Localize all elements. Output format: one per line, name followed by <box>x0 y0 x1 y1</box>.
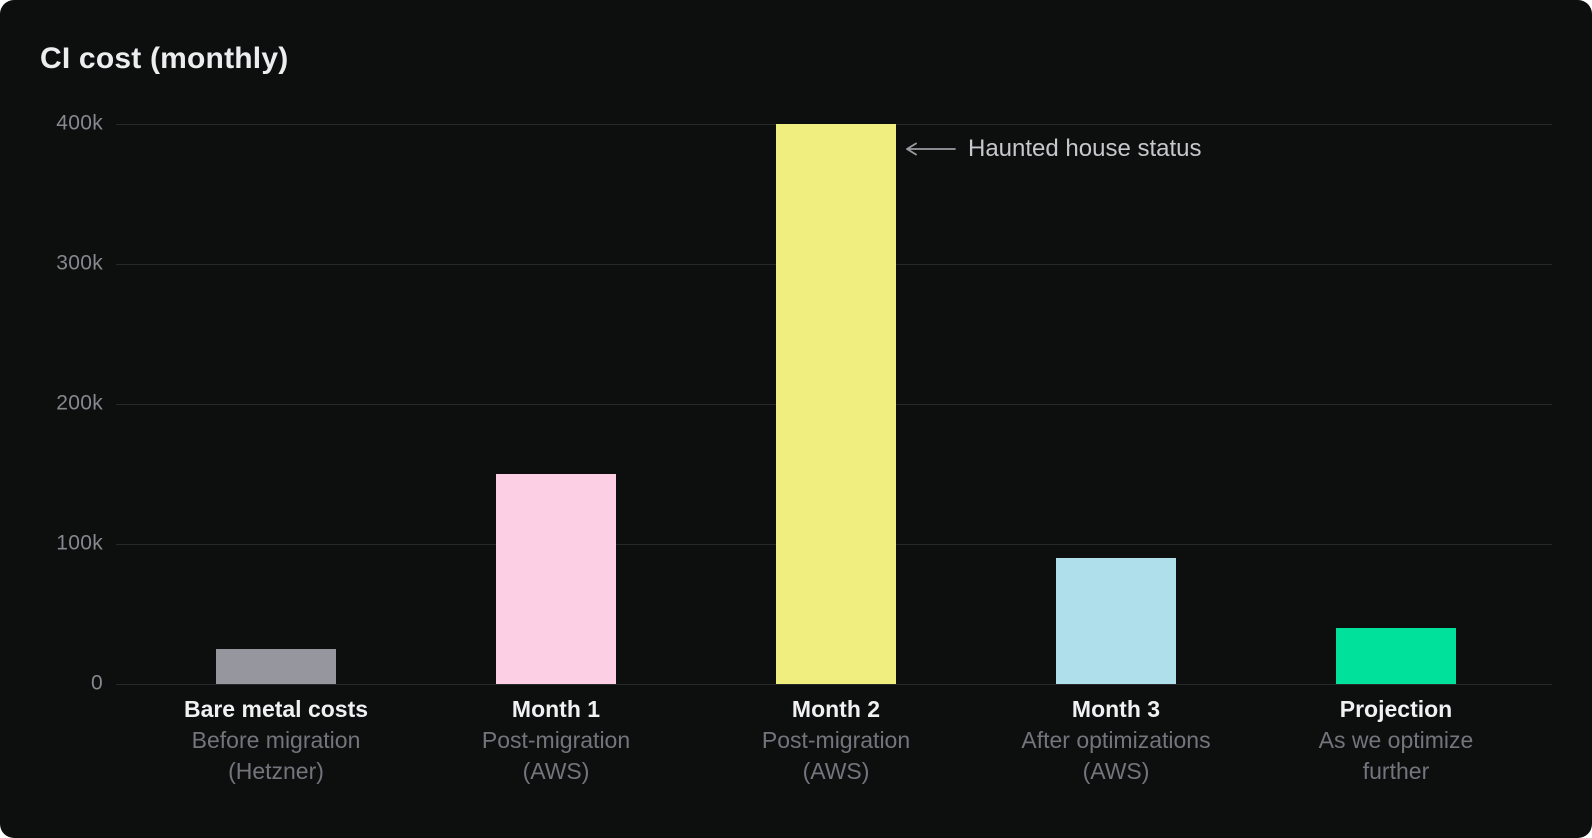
category-subtitle: (AWS) <box>1082 758 1150 784</box>
bar-column-month-1 <box>416 124 696 684</box>
y-axis-tick-label: 100k <box>56 531 103 555</box>
x-label-month-3: Month 3 After optimizations (AWS) <box>976 694 1256 787</box>
grid-line-0 <box>116 684 1552 685</box>
category-subtitle: Post-migration <box>481 727 631 753</box>
category-subtitle: (AWS) <box>522 758 590 784</box>
category-title: Month 3 <box>1071 696 1161 722</box>
bar-column-month-3 <box>976 124 1256 684</box>
bar-projection <box>1336 628 1456 684</box>
x-label-month-1: Month 1 Post-migration (AWS) <box>416 694 696 787</box>
bar-column-projection <box>1256 124 1536 684</box>
x-label-projection: Projection As we optimize further <box>1256 694 1536 787</box>
bar-bare-metal-costs <box>216 649 336 684</box>
x-label-month-2: Month 2 Post-migration (AWS) <box>696 694 976 787</box>
bar-month-2 <box>776 124 896 684</box>
category-title: Month 2 <box>791 696 881 722</box>
y-axis-tick-label: 300k <box>56 251 103 275</box>
annotation: Haunted house status <box>903 135 1202 163</box>
chart-title: CI cost (monthly) <box>40 42 289 75</box>
bars-container <box>136 124 1536 684</box>
category-subtitle: As we optimize <box>1318 727 1474 753</box>
bar-column-bare-metal-costs <box>136 124 416 684</box>
category-subtitle: Post-migration <box>761 727 911 753</box>
bar-column-month-2 <box>696 124 976 684</box>
x-label-bare-metal-costs: Bare metal costs Before migration (Hetzner… <box>136 694 416 787</box>
x-axis-labels: Bare metal costs Before migration (Hetzner… <box>136 694 1536 787</box>
bar-month-3 <box>1056 558 1176 684</box>
annotation-text: Haunted house status <box>968 135 1202 162</box>
y-axis-tick-label: 0 <box>91 671 103 695</box>
category-subtitle: (AWS) <box>802 758 870 784</box>
category-title: Projection <box>1339 696 1453 722</box>
left-arrow-icon <box>906 142 956 156</box>
y-axis-tick-label: 200k <box>56 391 103 415</box>
category-subtitle: Before migration <box>191 727 361 753</box>
y-axis-tick-label: 400k <box>56 111 103 135</box>
category-title: Month 1 <box>511 696 601 722</box>
category-subtitle: (Hetzner) <box>228 758 324 784</box>
bar-month-1 <box>496 474 616 684</box>
category-subtitle: After optimizations <box>1021 727 1211 753</box>
category-subtitle: further <box>1362 758 1430 784</box>
category-title: Bare metal costs <box>183 696 369 722</box>
